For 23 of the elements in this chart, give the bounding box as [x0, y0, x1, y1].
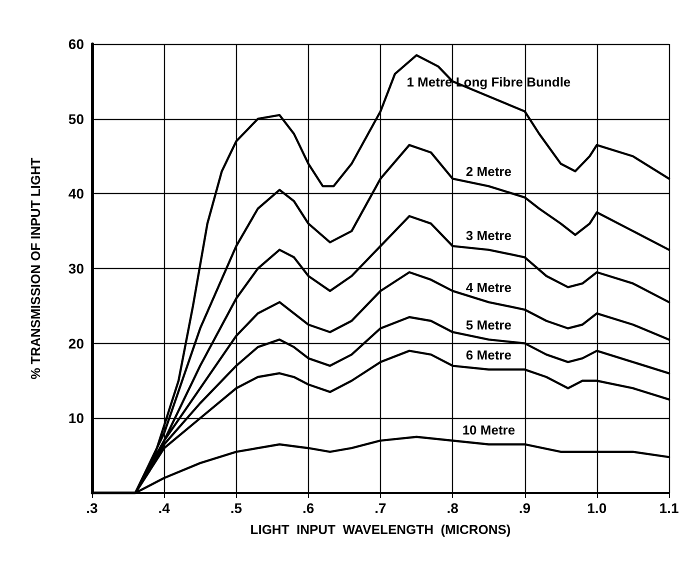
y-tick-label: 50	[68, 110, 84, 127]
x-tick-label: 1.0	[587, 500, 607, 516]
y-tick-label: 20	[68, 335, 84, 352]
series-label: 5 Metre	[466, 318, 512, 333]
x-tick-label: .6	[302, 500, 314, 516]
x-tick-label: .9	[518, 500, 531, 516]
y-tick-label: 10	[68, 410, 84, 426]
y-tick-label: 40	[68, 186, 84, 202]
series-label: 4 Metre	[466, 280, 512, 296]
series-label: 3 Metre	[466, 228, 512, 243]
x-tick-label: .8	[446, 500, 459, 516]
x-tick-label: .7	[374, 500, 387, 516]
y-axis-title: % TRANSMISSION OF INPUT LIGHT	[28, 158, 43, 380]
x-tick-label: 1.1	[659, 500, 679, 516]
x-axis-title: LIGHT INPUT WAVELENGTH (MICRONS)	[250, 522, 511, 537]
y-tick-label: 30	[68, 260, 84, 276]
y-tick-label: 60	[68, 36, 84, 52]
series-label: 10 Metre	[462, 422, 516, 438]
x-tick-label: .4	[158, 500, 170, 516]
series-label: 6 Metre	[466, 348, 512, 363]
x-tick-label: .3	[86, 500, 98, 516]
x-tick-label: .5	[230, 500, 242, 516]
series-label: 2 Metre	[466, 164, 512, 180]
